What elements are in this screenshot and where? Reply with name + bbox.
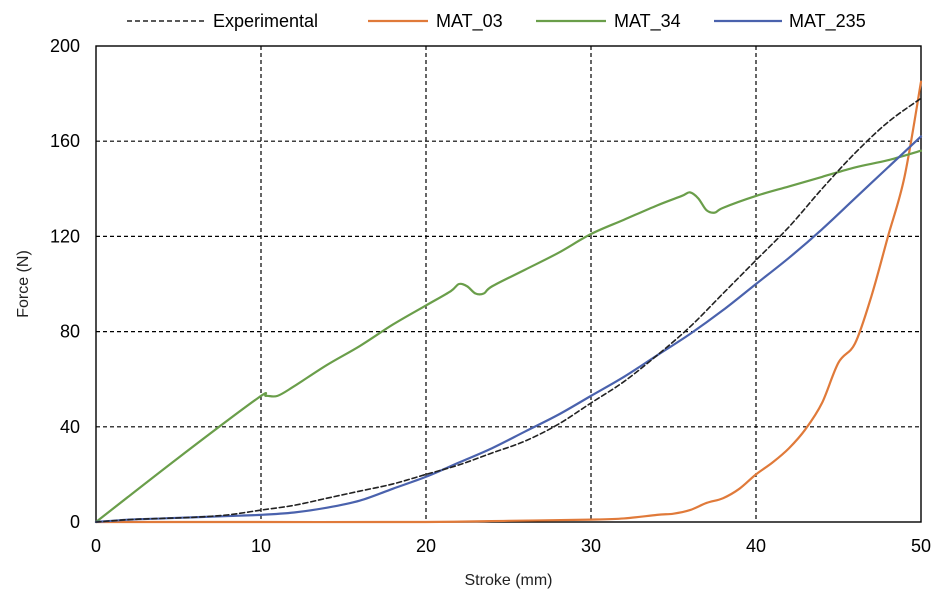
tick-labels: 0 10 20 30 40 50 0 40 80 120 160 200 bbox=[50, 36, 931, 556]
x-tick-label: 40 bbox=[746, 536, 766, 556]
y-tick-label: 0 bbox=[70, 512, 80, 532]
legend-label-mat-03: MAT_03 bbox=[436, 11, 503, 32]
legend: Experimental MAT_03 MAT_34 MAT_235 bbox=[127, 11, 866, 32]
y-tick-label: 80 bbox=[60, 322, 80, 342]
x-tick-label: 0 bbox=[91, 536, 101, 556]
y-tick-label: 160 bbox=[50, 131, 80, 151]
x-tick-label: 50 bbox=[911, 536, 931, 556]
series-line-experimental bbox=[95, 97, 922, 523]
y-tick-label: 200 bbox=[50, 36, 80, 56]
legend-label-mat-235: MAT_235 bbox=[789, 11, 866, 32]
legend-label-experimental: Experimental bbox=[213, 11, 318, 31]
x-axis-title: Stroke (mm) bbox=[465, 572, 553, 589]
series-line-mat-03 bbox=[94, 80, 923, 524]
y-axis-title: Force (N) bbox=[15, 250, 32, 318]
legend-label-mat-34: MAT_34 bbox=[614, 11, 681, 32]
x-tick-label: 20 bbox=[416, 536, 436, 556]
plot-area-border bbox=[95, 45, 922, 523]
series-line-mat-235 bbox=[94, 135, 923, 524]
series-lines bbox=[94, 80, 923, 524]
x-tick-label: 10 bbox=[251, 536, 271, 556]
series-line-mat-34 bbox=[94, 149, 923, 524]
y-tick-label: 40 bbox=[60, 417, 80, 437]
x-tick-label: 30 bbox=[581, 536, 601, 556]
y-tick-label: 120 bbox=[50, 226, 80, 246]
